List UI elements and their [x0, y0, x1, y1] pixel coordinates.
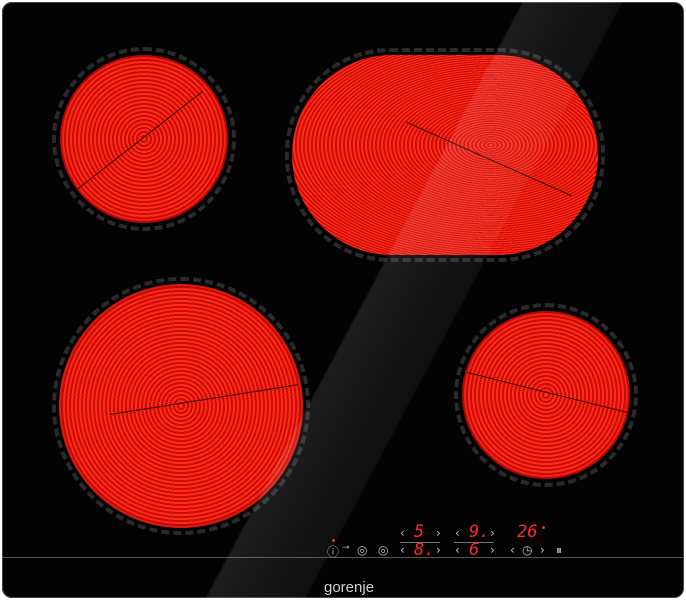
timer-display: 26	[517, 522, 538, 542]
zone1-bottom-next[interactable]: ›	[436, 543, 441, 557]
zone2-top-level: 9.	[469, 522, 490, 542]
zone2-bottom-level: 6	[469, 540, 480, 560]
dual-zone-icon[interactable]: ◎	[378, 543, 389, 557]
zone1-top-level: 5	[414, 522, 425, 542]
burner-top-right-oval	[292, 55, 598, 255]
zone2-bottom-prev[interactable]: ‹	[455, 543, 460, 557]
timer-next[interactable]: ›	[540, 543, 545, 557]
zone1-bottom-level: 8.	[414, 540, 435, 560]
boost-icon[interactable]: ◎	[357, 543, 368, 557]
lock-icon[interactable]: ⊸	[342, 543, 350, 553]
brand-logo: gorenje	[324, 579, 375, 596]
zone1-bottom-prev[interactable]: ‹	[400, 543, 405, 557]
pause-icon[interactable]: ⏸	[556, 543, 563, 557]
burner-front-left-ring	[52, 47, 236, 231]
burner-top-right-oval-ring	[285, 48, 605, 262]
timer-icon[interactable]: ◷	[522, 543, 533, 557]
burner-top-left	[60, 55, 228, 223]
burner-bottom-left	[59, 284, 303, 528]
zone2-bottom-next[interactable]: ›	[490, 543, 495, 557]
zone1-top-prev[interactable]: ‹	[400, 526, 405, 540]
burner-bottom-right-ring	[454, 303, 638, 487]
timer-prev[interactable]: ‹	[510, 543, 515, 557]
burner-bottom-left-ring	[52, 277, 310, 535]
zone1-top-next[interactable]: ›	[436, 526, 441, 540]
panel-divider	[2, 557, 684, 558]
power-icon[interactable]: ⓘ	[327, 545, 340, 559]
zone2-top-prev[interactable]: ‹	[455, 526, 460, 540]
burner-bottom-right	[462, 311, 630, 479]
zone2-top-next[interactable]: ›	[490, 526, 495, 540]
